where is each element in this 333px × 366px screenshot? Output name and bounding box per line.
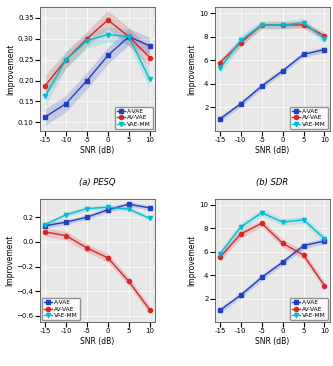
AV-VAE [218,60,222,65]
AV-VAE [322,33,326,38]
A-VAE [127,34,131,39]
AV-VAE [64,234,68,238]
A-VAE [260,275,264,280]
A-VAE [302,243,306,248]
VAE-MM [281,23,285,27]
X-axis label: SNR (dB): SNR (dB) [80,337,115,346]
Y-axis label: Improvement: Improvement [5,235,14,286]
AV-VAE [302,253,306,257]
AV-VAE [218,255,222,259]
Line: AV-VAE: AV-VAE [218,221,327,288]
A-VAE [43,115,47,119]
VAE-MM [302,20,306,25]
AV-VAE [127,279,131,284]
Legend: A-VAE, AV-VAE, VAE-MM: A-VAE, AV-VAE, VAE-MM [42,298,80,320]
Line: VAE-MM: VAE-MM [218,211,327,256]
Line: AV-VAE: AV-VAE [218,23,327,65]
Legend: A-VAE, AV-VAE, VAE-MM: A-VAE, AV-VAE, VAE-MM [290,298,328,320]
A-VAE [106,208,110,212]
A-VAE [322,48,326,52]
VAE-MM [239,38,243,42]
AV-VAE [148,307,152,312]
A-VAE [64,101,68,106]
X-axis label: SNR (dB): SNR (dB) [255,337,289,346]
Text: (a) PESQ: (a) PESQ [79,178,116,187]
VAE-MM [85,38,89,43]
VAE-MM [260,210,264,215]
A-VAE [64,220,68,224]
AV-VAE [106,256,110,260]
Y-axis label: Improvement: Improvement [188,235,197,286]
Line: A-VAE: A-VAE [218,48,327,121]
AV-VAE [302,23,306,27]
A-VAE [148,44,152,48]
VAE-MM [85,206,89,211]
A-VAE [218,117,222,121]
A-VAE [302,52,306,56]
VAE-MM [106,32,110,37]
AV-VAE [43,83,47,88]
A-VAE [322,239,326,243]
VAE-MM [322,236,326,241]
A-VAE [281,68,285,73]
Y-axis label: Improvement: Improvement [188,43,197,95]
VAE-MM [64,57,68,62]
A-VAE [85,215,89,219]
VAE-MM [127,34,131,39]
AV-VAE [281,241,285,246]
Line: A-VAE: A-VAE [43,34,152,119]
A-VAE [85,78,89,83]
AV-VAE [43,230,47,234]
AV-VAE [148,55,152,60]
VAE-MM [148,77,152,82]
A-VAE [239,293,243,297]
Text: (b) SDR: (b) SDR [256,178,288,187]
A-VAE [148,206,152,210]
VAE-MM [218,66,222,71]
AV-VAE [127,34,131,39]
AV-VAE [239,232,243,236]
AV-VAE [239,40,243,45]
X-axis label: SNR (dB): SNR (dB) [80,146,115,155]
VAE-MM [322,37,326,41]
VAE-MM [260,23,264,27]
AV-VAE [322,283,326,288]
Line: AV-VAE: AV-VAE [43,18,152,87]
A-VAE [239,101,243,106]
A-VAE [260,84,264,88]
VAE-MM [239,225,243,229]
AV-VAE [260,221,264,225]
Legend: A-VAE, AV-VAE, VAE-MM: A-VAE, AV-VAE, VAE-MM [115,107,153,129]
VAE-MM [302,218,306,222]
A-VAE [106,53,110,57]
A-VAE [127,202,131,206]
Line: VAE-MM: VAE-MM [43,33,152,98]
VAE-MM [148,216,152,221]
AV-VAE [281,23,285,27]
VAE-MM [106,205,110,209]
Line: VAE-MM: VAE-MM [43,205,152,227]
VAE-MM [43,223,47,227]
AV-VAE [260,23,264,27]
AV-VAE [85,37,89,41]
Line: A-VAE: A-VAE [43,202,152,228]
AV-VAE [64,57,68,62]
VAE-MM [281,220,285,224]
A-VAE [218,308,222,313]
VAE-MM [127,207,131,211]
VAE-MM [218,252,222,256]
Line: A-VAE: A-VAE [218,239,327,313]
AV-VAE [106,18,110,22]
A-VAE [43,224,47,228]
AV-VAE [85,246,89,250]
Y-axis label: Improvement: Improvement [6,43,15,95]
VAE-MM [43,94,47,98]
VAE-MM [64,213,68,217]
Legend: A-VAE, AV-VAE, VAE-MM: A-VAE, AV-VAE, VAE-MM [290,107,328,129]
A-VAE [281,260,285,264]
Line: AV-VAE: AV-VAE [43,230,152,312]
X-axis label: SNR (dB): SNR (dB) [255,146,289,155]
Line: VAE-MM: VAE-MM [218,20,327,71]
